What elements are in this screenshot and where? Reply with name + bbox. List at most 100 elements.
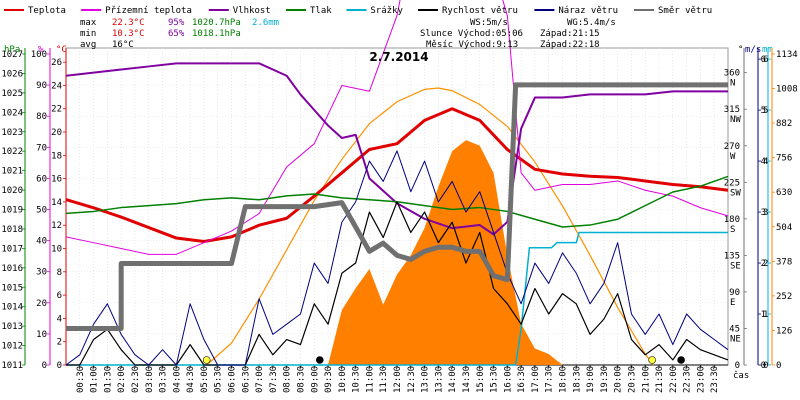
axis-tick-label-hpa: 1026 <box>1 69 23 79</box>
axis-tick-label-hpa: 1011 <box>1 361 23 371</box>
axis-tick-label-dir: 90 <box>729 288 740 298</box>
axis-tick-label-pct: 80 <box>36 112 47 122</box>
axis-dir-name: SE <box>730 261 741 271</box>
stat-ws: WS:5m/s <box>470 18 508 28</box>
stat-min-label: min <box>80 29 96 39</box>
time-tick-label: 15:30 <box>490 366 500 393</box>
axis-tick-label-degc: 8 <box>57 268 62 278</box>
series-smer-vetru <box>66 82 728 331</box>
axis-tick-label-degc: 2 <box>57 338 62 348</box>
axis-tick-label-hpa: 1013 <box>1 322 23 332</box>
time-tick-label: 03:30 <box>159 366 169 393</box>
stats-block: max 22.3°C 95% 1020.7hPa 2.6mm min 10.3°… <box>80 18 616 50</box>
time-tick-label: 12:00 <box>393 366 403 393</box>
axis-unit-hpa: hPa <box>4 45 20 55</box>
axis-tick-label-wm2: 0 <box>776 361 781 371</box>
legend-label: Přízemní teplota <box>105 6 192 16</box>
axis-tick-label-degc: 20 <box>51 128 62 138</box>
axis-tick-label-hpa: 1017 <box>1 244 23 254</box>
axis-tick-label-pct: 30 <box>36 268 47 278</box>
axis-tick-label-wm2: 756 <box>776 154 792 164</box>
time-axis-label: čas <box>733 370 749 381</box>
stat-min-temp: 10.3°C <box>112 29 145 39</box>
series-prizemni-teplota <box>65 0 729 255</box>
axis-tick-label-mm: 0 <box>763 361 768 371</box>
moonrise-marker <box>315 356 324 364</box>
time-tick-label: 11:00 <box>365 366 375 393</box>
sunrise-marker <box>202 356 211 364</box>
axis-tick-label-ms: 4 <box>761 157 766 167</box>
axis-tick-label-hpa: 1015 <box>1 283 23 293</box>
axis-tick-label-pct: 40 <box>36 237 47 247</box>
axis-unit-dir: ° <box>738 45 743 55</box>
legend-label: Rychlost větru <box>442 6 518 16</box>
axis-tick-label-degc: 22 <box>51 105 62 115</box>
axis-dir-name: SW <box>730 188 741 198</box>
time-tick-label: 05:00 <box>200 366 210 393</box>
axis-tick-label-pct: 20 <box>36 299 47 309</box>
legend-label: Teplota <box>28 6 66 16</box>
axis-tick-label-mm: 2 <box>763 259 768 269</box>
axis-unit-ms: m/s <box>745 45 761 55</box>
time-tick-label: 01:00 <box>90 366 100 393</box>
stat-avg-label: avg <box>80 40 96 50</box>
time-tick-label: 07:30 <box>269 366 279 393</box>
axis-tick-label-hpa: 1027 <box>1 50 23 60</box>
time-tick-label: 10:00 <box>338 366 348 393</box>
axis-tick-label-pct: 90 <box>36 81 47 91</box>
axis-tick-label-mm: 4 <box>763 157 768 167</box>
time-tick-label: 07:00 <box>255 366 265 393</box>
time-tick-label: 06:00 <box>228 366 238 393</box>
axis-tick-label-ms: 5 <box>761 106 766 116</box>
time-tick-label: 16:00 <box>503 366 513 393</box>
series-srazky <box>66 231 728 366</box>
axis-dir-name: E <box>730 298 735 308</box>
stat-avg-temp: 16°C <box>112 40 134 50</box>
axis-tick-label-dir: 270 <box>724 142 740 152</box>
axis-tick-label-hpa: 1019 <box>1 206 23 216</box>
stat-moon-set: Západ:22:18 <box>540 40 600 50</box>
axis-tick-label-hpa: 1018 <box>1 225 23 235</box>
time-tick-label: 23:00 <box>696 366 706 393</box>
axis-dir-name: W <box>730 152 736 162</box>
axis-tick-label-wm2: 882 <box>776 119 792 129</box>
axis-tick-label-wm2: 504 <box>776 223 792 233</box>
time-tick-label: 04:30 <box>186 366 196 393</box>
time-tick-label: 21:30 <box>655 366 665 393</box>
axis-tick-label-hpa: 1020 <box>1 186 23 196</box>
theoretical-irradiance-curve <box>206 87 655 366</box>
axis-tick-label-hpa: 1014 <box>1 303 23 313</box>
time-tick-label: 15:00 <box>476 366 486 393</box>
axis-dir-name: S <box>730 225 735 235</box>
stat-wg: WG:5.4m/s <box>567 18 616 28</box>
legend-label: Směr větru <box>658 6 712 16</box>
plot-area <box>65 0 729 366</box>
axis-tick-label-dir: 315 <box>724 105 740 115</box>
axis-dir-name: NE <box>730 334 741 344</box>
stat-sun-rise: Slunce Východ:05:06 <box>420 29 523 39</box>
time-tick-label: 17:30 <box>545 366 555 393</box>
stat-min-press: 1018.1hPa <box>192 29 241 39</box>
axis-tick-label-degc: 24 <box>51 81 62 91</box>
time-tick-label: 14:30 <box>462 366 472 393</box>
axis-tick-label-degc: 10 <box>51 245 62 255</box>
stat-moon-rise: Měsíc Východ:9:13 <box>426 40 518 50</box>
sunset-marker <box>648 356 656 364</box>
time-tick-label: 12:30 <box>407 366 417 393</box>
axis-dir-name: NW <box>730 115 741 125</box>
axis-tick-label-ms: 2 <box>761 259 766 269</box>
time-tick-label: 04:00 <box>172 366 182 393</box>
axis-tick-label-hpa: 1024 <box>1 108 23 118</box>
left-axes: 1011101210131014101510161017101810191020… <box>1 45 67 371</box>
stat-max-press: 1020.7hPa <box>192 18 241 28</box>
axis-tick-label-mm: 3 <box>763 208 768 218</box>
axis-tick-label-dir: 45 <box>729 324 740 334</box>
axis-tick-label-mm: 5 <box>763 106 768 116</box>
time-tick-label: 10:30 <box>352 366 362 393</box>
legend: Teplota Přízemní teplota Vlhkost Tlak Srážky… <box>4 6 712 16</box>
time-tick-label: 19:00 <box>586 366 596 393</box>
time-tick-label: 16:30 <box>517 366 527 393</box>
axis-tick-label-pct: 50 <box>36 206 47 216</box>
axis-tick-label-dir: 225 <box>724 178 740 188</box>
